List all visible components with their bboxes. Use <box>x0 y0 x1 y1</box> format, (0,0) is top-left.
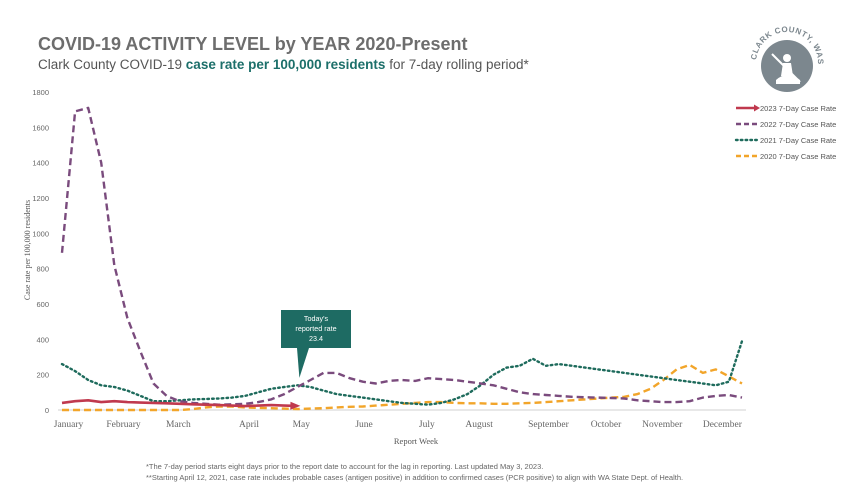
y-tick-label: 1600 <box>32 123 49 132</box>
y-tick-label: 600 <box>36 300 49 309</box>
subtitle-prefix: Clark County COVID-19 <box>38 57 186 72</box>
x-tick-label: December <box>703 420 743 430</box>
y-tick-label: 1200 <box>32 194 49 203</box>
y-tick-label: 0 <box>45 406 49 415</box>
y-tick-label: 1800 <box>32 88 49 97</box>
series-line-2020 <box>62 363 743 412</box>
series-line-2023 <box>61 398 298 408</box>
callout-text: reported rate <box>295 324 336 333</box>
seal-paddle <box>771 53 801 83</box>
legend-arrow-2023 <box>754 104 760 112</box>
x-tick-label: February <box>106 420 141 430</box>
footnote-2: **Starting April 12, 2021, case rate inc… <box>146 473 684 482</box>
x-tick-label: March <box>166 420 191 430</box>
y-tick-label: 400 <box>36 335 49 344</box>
series-line-2022 <box>60 106 743 406</box>
callout-box <box>281 310 351 348</box>
x-tick-label: August <box>465 420 493 430</box>
subtitle-suffix: for 7-day rolling period* <box>385 57 529 72</box>
x-tick-label: June <box>355 420 372 430</box>
subtitle-highlight: case rate per 100,000 residents <box>185 57 386 72</box>
legend-label-2022: 2022 7-Day Case Rate <box>760 120 836 129</box>
chart-legend: 2023 7-Day Case Rate 2022 7-Day Case Rate… <box>734 104 836 161</box>
series-line-2021 <box>60 339 744 406</box>
x-tick-label: May <box>293 420 311 430</box>
y-tick-label: 800 <box>36 265 49 274</box>
x-tick-label: January <box>54 420 84 430</box>
legend-label-2023: 2023 7-Day Case Rate <box>760 104 836 113</box>
chart-axes: 0 200 400 600 800 1000 1200 1400 1600 1800 January… <box>32 88 746 430</box>
y-axis-label: Case rate per 100,000 residents <box>23 200 32 300</box>
x-tick-label: September <box>528 420 569 430</box>
chart-series <box>60 106 744 412</box>
seal-figure-head <box>783 54 791 62</box>
page-subtitle: Clark County COVID-19 case rate per 100,… <box>38 57 529 72</box>
callout-text: Today's <box>304 314 329 323</box>
series-end-arrow-2023 <box>290 401 301 410</box>
y-tick-label: 200 <box>36 371 49 380</box>
x-tick-label: April <box>239 420 259 430</box>
y-tick-label: 1000 <box>32 229 49 238</box>
x-tick-label: July <box>419 420 435 430</box>
x-axis-label: Report Week <box>394 436 439 446</box>
footnote-1: *The 7-day period starts eight days prio… <box>146 462 544 471</box>
y-tick-label: 1400 <box>32 159 49 168</box>
legend-label-2021: 2021 7-Day Case Rate <box>760 136 836 145</box>
callout-pointer <box>297 348 309 378</box>
legend-label-2020: 2020 7-Day Case Rate <box>760 152 836 161</box>
callout-text: 23.4 <box>309 334 323 343</box>
x-tick-label: November <box>642 420 683 430</box>
page-title: COVID-19 ACTIVITY LEVEL by YEAR 2020-Pre… <box>38 34 468 54</box>
x-tick-label: October <box>591 420 622 430</box>
county-seal-logo: CLARK COUNTY, WASHINGTON <box>742 18 824 92</box>
